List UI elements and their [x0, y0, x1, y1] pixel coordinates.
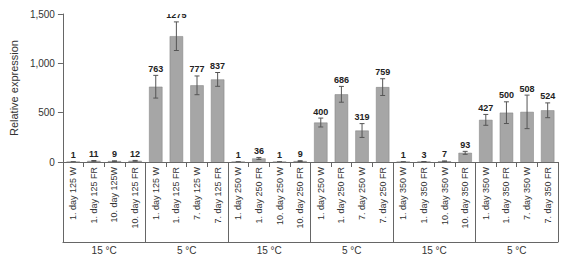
svg-text:10. day 350 FR: 10. day 350 FR	[460, 167, 470, 229]
svg-text:500: 500	[499, 90, 514, 100]
svg-text:11: 11	[89, 149, 99, 159]
svg-text:1. day 250 FR: 1. day 250 FR	[336, 166, 346, 223]
svg-text:1. day 350 FR: 1. day 350 FR	[419, 166, 429, 223]
svg-text:10. day 250 FR: 10. day 250 FR	[295, 167, 305, 229]
svg-text:93: 93	[460, 140, 470, 150]
svg-text:1. day 350 FR: 1. day 350 FR	[501, 166, 511, 223]
svg-text:0: 0	[49, 157, 55, 168]
svg-text:15 °C: 15 °C	[422, 245, 447, 256]
svg-text:12: 12	[130, 149, 140, 159]
svg-text:5 °C: 5 °C	[177, 245, 197, 256]
svg-text:508: 508	[520, 84, 535, 94]
svg-text:7. day 350 FR: 7. day 350 FR	[543, 166, 553, 223]
svg-text:15 °C: 15 °C	[257, 245, 282, 256]
svg-text:36: 36	[254, 146, 264, 156]
svg-text:3: 3	[421, 150, 426, 160]
svg-text:7. day 125 W: 7. day 125 W	[192, 166, 202, 220]
svg-text:1: 1	[277, 150, 282, 160]
svg-text:1275: 1275	[166, 10, 186, 20]
svg-text:1,500: 1,500	[30, 9, 55, 20]
svg-text:10. day 250 W: 10. day 250 W	[275, 167, 285, 226]
svg-text:400: 400	[313, 107, 328, 117]
svg-text:1: 1	[236, 150, 241, 160]
svg-text:9: 9	[298, 149, 303, 159]
svg-text:7. day 250 W: 7. day 250 W	[357, 166, 367, 220]
svg-text:686: 686	[334, 75, 349, 85]
svg-text:7. day 125 FR: 7. day 125 FR	[213, 166, 223, 223]
svg-text:1: 1	[401, 150, 406, 160]
svg-text:9: 9	[112, 149, 117, 159]
svg-text:10. day 125 FR: 10. day 125 FR	[130, 167, 140, 229]
svg-text:5 °C: 5 °C	[507, 245, 527, 256]
svg-text:1: 1	[71, 150, 76, 160]
svg-text:759: 759	[375, 67, 390, 77]
svg-text:1. day 350 W: 1. day 350 W	[481, 166, 491, 220]
svg-text:777: 777	[189, 64, 204, 74]
svg-text:524: 524	[540, 91, 555, 101]
svg-text:10. day 350 W: 10. day 350 W	[440, 167, 450, 226]
svg-text:319: 319	[355, 112, 370, 122]
svg-text:1. day 350 W: 1. day 350 W	[398, 166, 408, 220]
svg-text:7: 7	[442, 149, 447, 159]
svg-text:1. day 250 W: 1. day 250 W	[316, 166, 326, 220]
svg-text:1. day 125 FR: 1. day 125 FR	[171, 166, 181, 223]
svg-text:10. day 125W: 10. day 125W	[109, 167, 119, 223]
svg-text:1. day 125 W: 1. day 125 W	[151, 166, 161, 220]
svg-text:500: 500	[38, 107, 55, 118]
svg-text:15 °C: 15 °C	[92, 245, 117, 256]
svg-text:763: 763	[148, 64, 163, 74]
svg-text:427: 427	[478, 103, 493, 113]
svg-text:1,000: 1,000	[30, 58, 55, 69]
svg-text:1. day 125 W: 1. day 125 W	[68, 166, 78, 220]
svg-text:837: 837	[210, 61, 225, 71]
svg-text:1. day 250 W: 1. day 250 W	[233, 166, 243, 220]
svg-text:Relative expression: Relative expression	[8, 40, 20, 136]
svg-text:7. day 250 FR: 7. day 250 FR	[378, 166, 388, 223]
svg-text:5 °C: 5 °C	[342, 245, 362, 256]
svg-text:1. day 125 FR: 1. day 125 FR	[89, 166, 99, 223]
svg-text:1. day 250 FR: 1. day 250 FR	[254, 166, 264, 223]
svg-text:7. day 350 W: 7. day 350 W	[522, 166, 532, 220]
